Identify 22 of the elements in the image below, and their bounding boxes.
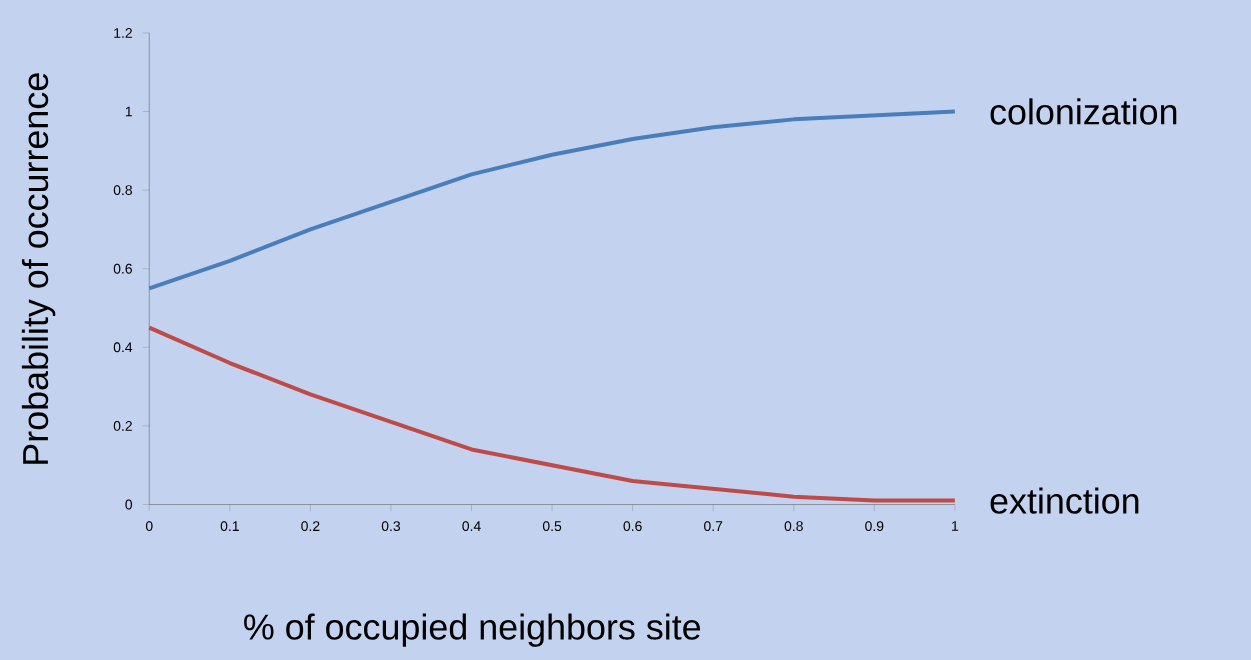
y-tick-label: 1 — [125, 106, 132, 117]
y-tick-label: 1.2 — [114, 28, 132, 38]
x-axis-title: % of occupied neighbors site — [244, 613, 701, 647]
x-tick-label: 0.5 — [542, 521, 562, 532]
y-tick-label: 0 — [125, 499, 133, 510]
series-label: colonization — [990, 98, 1177, 125]
x-tick-label: 0.4 — [462, 521, 481, 532]
y-axis-title: Probability of occurrence — [21, 73, 56, 464]
y-tick-label: 0.2 — [113, 420, 132, 431]
x-tick-label: 0.1 — [220, 521, 239, 532]
x-tick-label: 0.9 — [865, 521, 884, 532]
series-label: extinction — [990, 487, 1139, 514]
x-tick-label: 0.7 — [704, 521, 723, 532]
x-tick-label: 0 — [145, 521, 153, 532]
x-tick-label: 0.6 — [623, 521, 642, 532]
y-tick-label: 0.6 — [113, 263, 132, 274]
x-tick-label: 1 — [952, 521, 959, 531]
x-tick-label: 0.2 — [301, 521, 320, 532]
y-tick-label: 0.4 — [113, 342, 133, 353]
y-tick-label: 0.8 — [113, 185, 132, 196]
x-tick-label: 0.3 — [381, 521, 401, 532]
x-tick-label: 0.8 — [784, 521, 803, 532]
